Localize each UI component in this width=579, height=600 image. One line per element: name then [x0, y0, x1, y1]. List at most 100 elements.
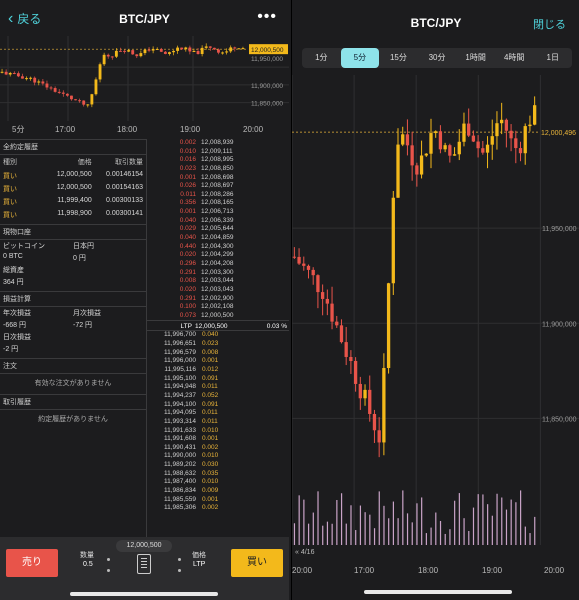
- volume-bar: [293, 523, 296, 545]
- tab-timeframe[interactable]: 4時間: [503, 53, 525, 62]
- volume-bar: [439, 520, 442, 545]
- candle: [208, 46, 212, 48]
- candle: [410, 145, 414, 166]
- volume-bar: [491, 515, 493, 545]
- price-label: 価格: [192, 552, 206, 559]
- bid-row[interactable]: 11,991,608 0.001: [147, 435, 289, 444]
- ask-row[interactable]: 0.073 12,000,500: [147, 312, 289, 321]
- buy-button[interactable]: 買い: [231, 549, 283, 577]
- ask-row[interactable]: 0.026 12,008,697: [147, 182, 289, 191]
- ask-row[interactable]: 0.291 12,002,900: [147, 295, 289, 304]
- ask-row[interactable]: 0.040 12,004,859: [147, 234, 289, 243]
- candle: [212, 47, 216, 50]
- back-button[interactable]: ‹ 戻る: [8, 10, 41, 27]
- bid-row[interactable]: 11,985,559 0.001: [147, 496, 289, 505]
- candle: [65, 93, 69, 96]
- candle: [196, 51, 200, 55]
- bid-row[interactable]: 11,993,314 0.011: [147, 418, 289, 427]
- tab-timeframe[interactable]: 1時間: [465, 53, 486, 62]
- current-price-tag: [249, 44, 288, 55]
- candle: [382, 368, 386, 443]
- ask-row[interactable]: 0.010 12,009,111: [147, 148, 289, 157]
- bid-row[interactable]: 11,995,100 0.091: [147, 375, 289, 384]
- bid-row[interactable]: 11,986,834 0.009: [147, 487, 289, 496]
- bid-row[interactable]: 11,989,202 0.030: [147, 461, 289, 470]
- ask-row[interactable]: 0.020 12,003,043: [147, 286, 289, 295]
- tab-timeframe[interactable]: 30分: [428, 53, 446, 62]
- date-label: « 4/16: [295, 549, 315, 556]
- ask-row[interactable]: 0.356 12,008,165: [147, 199, 289, 208]
- col-amount: 取引数量: [115, 159, 143, 166]
- sell-button[interactable]: 売り: [6, 549, 58, 577]
- ask-row[interactable]: 0.008 12,003,044: [147, 277, 289, 286]
- ask-row[interactable]: 0.002 12,008,939: [147, 139, 289, 148]
- bid-row[interactable]: 11,990,431 0.002: [147, 444, 289, 453]
- bid-row[interactable]: 11,996,651 0.023: [147, 340, 289, 349]
- mini-price-chart[interactable]: 12,000,500 11,950,000 11,900,000 11,850,000…: [0, 36, 289, 138]
- execution-price: 11,998,900: [57, 209, 92, 217]
- bid-quantity: 0.011: [202, 383, 218, 391]
- bid-row[interactable]: 11,994,948 0.011: [147, 383, 289, 392]
- tab-timeframe[interactable]: 1日: [546, 53, 559, 62]
- ask-row[interactable]: 0.440 12,004,300: [147, 243, 289, 252]
- candle: [311, 269, 315, 276]
- bid-row[interactable]: 11,994,100 0.091: [147, 401, 289, 410]
- bid-row[interactable]: 11,996,700 0.040: [147, 331, 289, 340]
- ask-row[interactable]: 0.291 12,003,300: [147, 269, 289, 278]
- candle: [192, 51, 196, 53]
- bid-row[interactable]: 11,996,000 0.001: [147, 357, 289, 366]
- bid-row[interactable]: 11,995,116 0.012: [147, 366, 289, 375]
- volume-bar: [331, 523, 333, 545]
- close-button[interactable]: 閉じる: [533, 19, 566, 31]
- quantity-dot-icon: [107, 558, 110, 561]
- tab-timeframe[interactable]: 15分: [389, 53, 407, 62]
- ask-row[interactable]: 0.011 12,008,286: [147, 191, 289, 200]
- ask-row[interactable]: 0.020 12,004,299: [147, 251, 289, 260]
- bid-row[interactable]: 11,991,633 0.010: [147, 427, 289, 436]
- bid-quantity: 0.011: [202, 409, 218, 417]
- candle: [302, 263, 306, 266]
- ask-row[interactable]: 0.040 12,006,339: [147, 217, 289, 226]
- bid-row[interactable]: 11,994,095 0.011: [147, 409, 289, 418]
- ask-row[interactable]: 0.100 12,002,108: [147, 303, 289, 312]
- bid-row[interactable]: 11,994,237 0.052: [147, 392, 289, 401]
- page-title: BTC/JPY: [119, 12, 170, 26]
- ask-price: 12,004,859: [201, 234, 234, 242]
- calculator-icon[interactable]: [137, 554, 151, 574]
- volume-bar: [359, 505, 362, 545]
- price-dot-icon: [178, 569, 181, 572]
- candle: [429, 133, 433, 154]
- ask-row[interactable]: 0.001 12,006,713: [147, 208, 289, 217]
- bid-row[interactable]: 11,990,000 0.010: [147, 452, 289, 461]
- price-axis-label: 11,850,000: [251, 101, 283, 108]
- bid-quantity: 0.001: [202, 435, 219, 443]
- ask-price: 12,008,286: [201, 190, 234, 198]
- candle: [509, 130, 513, 139]
- volume-bar: [369, 514, 371, 545]
- ask-row[interactable]: 0.023 12,008,850: [147, 165, 289, 174]
- price-value[interactable]: LTP: [193, 561, 206, 568]
- time-axis-label: 20:00: [243, 125, 264, 134]
- quantity-value[interactable]: 0.5: [83, 561, 93, 568]
- order-book[interactable]: 0.002 12,008,939 0.010 12,009,111 0.016 12,00…: [146, 139, 289, 537]
- candle: [237, 48, 241, 50]
- ask-row[interactable]: 0.296 12,004,208: [147, 260, 289, 269]
- bid-row[interactable]: 11,985,306 0.002: [147, 504, 289, 513]
- tab-timeframe[interactable]: 1分: [315, 53, 328, 62]
- total-asset-value: 364 円: [3, 279, 24, 286]
- bid-row[interactable]: 11,988,632 0.035: [147, 470, 289, 479]
- ask-row[interactable]: 0.029 12,005,644: [147, 225, 289, 234]
- candlestick-chart[interactable]: 11,950,000 11,900,000 11,850,000 12,000,496…: [292, 75, 579, 600]
- volume-bar: [425, 533, 427, 545]
- ask-row[interactable]: 0.001 12,008,698: [147, 174, 289, 183]
- daily-pnl-value: -2 円: [3, 346, 19, 353]
- ask-quantity: 0.029: [179, 225, 196, 233]
- more-icon[interactable]: •••: [257, 8, 277, 25]
- candle: [320, 292, 325, 299]
- bid-row[interactable]: 11,996,579 0.008: [147, 349, 289, 358]
- tab-timeframe[interactable]: 5分: [340, 48, 380, 68]
- bid-row[interactable]: 11,987,400 0.010: [147, 478, 289, 487]
- ask-price: 12,005,644: [201, 225, 234, 233]
- ask-row[interactable]: 0.016 12,008,995: [147, 156, 289, 165]
- bid-quantity: 0.001: [202, 495, 219, 503]
